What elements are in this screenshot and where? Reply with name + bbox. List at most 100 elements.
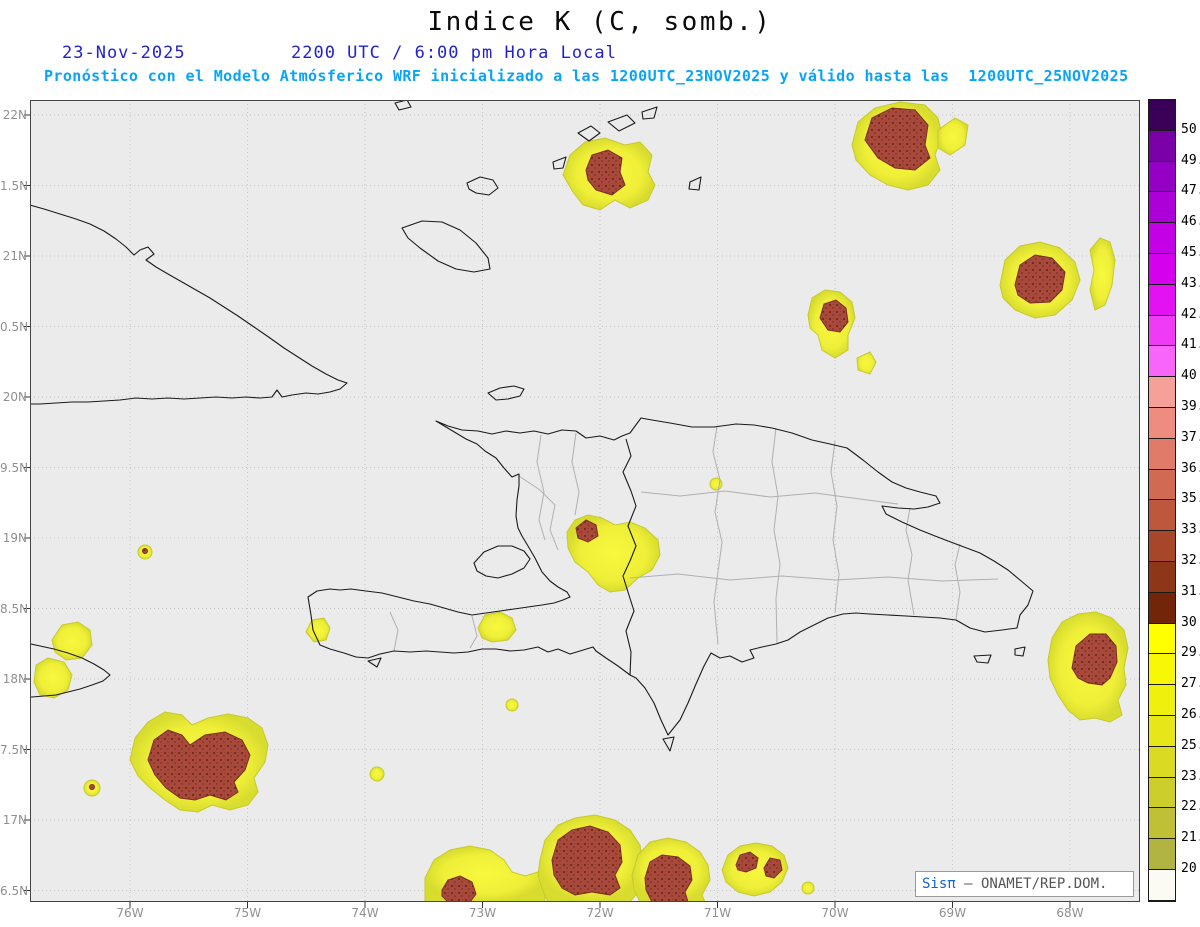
colorbar-tick-label: 25.2 xyxy=(1181,737,1200,753)
colorbar-segment xyxy=(1149,192,1175,224)
lon-tick-label: 73W xyxy=(468,906,497,920)
colorbar-tick-label: 50 xyxy=(1181,121,1197,137)
colorbar-segment xyxy=(1149,469,1175,501)
forecast-date: 23-Nov-2025 xyxy=(62,43,186,63)
colorbar-tick-label: 20 xyxy=(1181,861,1197,876)
colorbar-segment xyxy=(1149,869,1175,901)
colorbar-segment xyxy=(1149,561,1175,593)
colorbar-tick-label: 23.9 xyxy=(1181,768,1200,784)
colorbar-tick-label: 30 xyxy=(1181,614,1197,630)
colorbar-segment xyxy=(1149,777,1175,809)
k-index-red-cores xyxy=(89,107,1118,902)
colorbar-tick-label: 43.9 xyxy=(1181,275,1200,291)
colorbar-tick-label: 41.3 xyxy=(1181,337,1200,353)
colorbar-tick-label: 45.2 xyxy=(1181,245,1200,260)
lon-tick-label: 74W xyxy=(351,906,379,920)
lat-tick-label: 19N xyxy=(2,531,27,545)
island-gonave xyxy=(473,545,531,579)
lon-tick-label: 76W xyxy=(116,906,144,920)
lat-tick-label: 9.5N xyxy=(0,460,29,475)
lon-tick-label: 68W xyxy=(1056,906,1084,920)
colorbar-segment xyxy=(1149,438,1175,470)
colorbar-segment xyxy=(1149,161,1175,193)
left-axis-ticks xyxy=(24,114,30,891)
colorbar-segment xyxy=(1149,100,1175,131)
coast-jamaica xyxy=(30,643,111,698)
border-haiti-dr xyxy=(622,438,637,676)
islets-turks-caicos xyxy=(394,100,702,191)
colorbar-segment xyxy=(1149,808,1175,840)
colorbar-segment xyxy=(1149,685,1175,716)
map-frame xyxy=(30,100,1140,902)
watermark-brand: Sisπ xyxy=(922,876,956,892)
bottom-axis-ticks xyxy=(129,902,1071,908)
colorbar-tick-label: 29.1 xyxy=(1181,645,1200,661)
coast-cuba xyxy=(30,204,348,405)
colorbar-segment xyxy=(1149,839,1175,870)
colorbar-segment xyxy=(1149,531,1175,562)
forecast-local-time: 2200 UTC / 6:00 pm Hora Local xyxy=(291,43,617,63)
colorbar-segment xyxy=(1149,253,1175,285)
colorbar-tick-label: 46.5 xyxy=(1181,214,1200,230)
lat-tick-label: 7.5N xyxy=(0,742,29,757)
lon-tick-label: 75W xyxy=(233,906,262,920)
longitude-gridlines xyxy=(129,100,1071,902)
colorbar-segment xyxy=(1149,346,1175,378)
colorbar-tick-label: 35.2 xyxy=(1181,491,1200,507)
lat-tick-label: 22N xyxy=(2,108,27,122)
colorbar-segment xyxy=(1149,315,1175,347)
colorbar-tick-label: 39.1 xyxy=(1181,399,1200,414)
colorbar-segment xyxy=(1149,715,1175,747)
island-little-inagua xyxy=(466,176,499,196)
colorbar-segment xyxy=(1149,130,1175,162)
lat-tick-label: 0.5N xyxy=(0,319,29,334)
coast-hispaniola xyxy=(307,417,1034,736)
colorbar-tick-label: 32.6 xyxy=(1181,553,1200,568)
map-title: Indice K (C, somb.) xyxy=(427,7,773,37)
lat-tick-label: 21N xyxy=(2,249,27,263)
colorbar-tick-label: 26.5 xyxy=(1181,707,1200,722)
lat-tick-label: 18N xyxy=(2,672,27,686)
lat-tick-label: 8.5N xyxy=(0,601,29,616)
colorbar-tick-label: 40 xyxy=(1181,368,1197,384)
colorbar-tick-label: 27.8 xyxy=(1181,676,1200,692)
colorbar-segment xyxy=(1149,623,1175,655)
colorbar-segment xyxy=(1149,284,1175,316)
colorbar-tick-label: 49.1 xyxy=(1181,152,1200,168)
watermark: Sisπ – ONAMET/REP.DOM. xyxy=(915,871,1134,897)
island-a-vache xyxy=(367,657,382,668)
colorbar-segment xyxy=(1149,407,1175,439)
watermark-source: – ONAMET/REP.DOM. xyxy=(955,876,1108,892)
lat-tick-label: 1.5N xyxy=(0,178,29,193)
island-beata xyxy=(662,736,675,752)
colorbar-tick-label: 37.8 xyxy=(1181,429,1200,445)
province-boundaries xyxy=(389,425,999,652)
k-index-yellow-regions xyxy=(33,101,1129,902)
lon-tick-label: 72W xyxy=(586,906,614,920)
colorbar-segment xyxy=(1149,654,1175,686)
colorbar-tick-label: 47.8 xyxy=(1181,183,1200,199)
island-great-inagua xyxy=(401,220,491,273)
lat-tick-label: 17N xyxy=(2,813,27,827)
colorbar-tick-label: 31.3 xyxy=(1181,583,1200,599)
colorbar-tick-label: 33.9 xyxy=(1181,522,1200,538)
colorbar-tick-label: 36.5 xyxy=(1181,460,1200,476)
island-saona xyxy=(973,654,992,664)
lat-tick-label: 20N xyxy=(2,390,27,404)
colorbar-tick-label: 21.3 xyxy=(1181,830,1200,846)
island-tortuga xyxy=(487,385,525,401)
lat-tick-label: 6.5N xyxy=(0,883,29,898)
island-mona xyxy=(1014,646,1026,657)
lon-tick-label: 70W xyxy=(821,906,849,920)
colorbar xyxy=(1148,99,1176,902)
colorbar-segment xyxy=(1149,377,1175,408)
lon-tick-label: 69W xyxy=(938,906,967,920)
colorbar-segment xyxy=(1149,746,1175,778)
colorbar-segment xyxy=(1149,500,1175,532)
map-canvas xyxy=(24,100,1140,908)
forecast-model-note: Pronóstico con el Modelo Atmósferico WRF… xyxy=(44,67,1129,85)
coastlines xyxy=(30,100,1034,752)
colorbar-segment xyxy=(1149,223,1175,254)
colorbar-tick-label: 42.6 xyxy=(1181,306,1200,322)
